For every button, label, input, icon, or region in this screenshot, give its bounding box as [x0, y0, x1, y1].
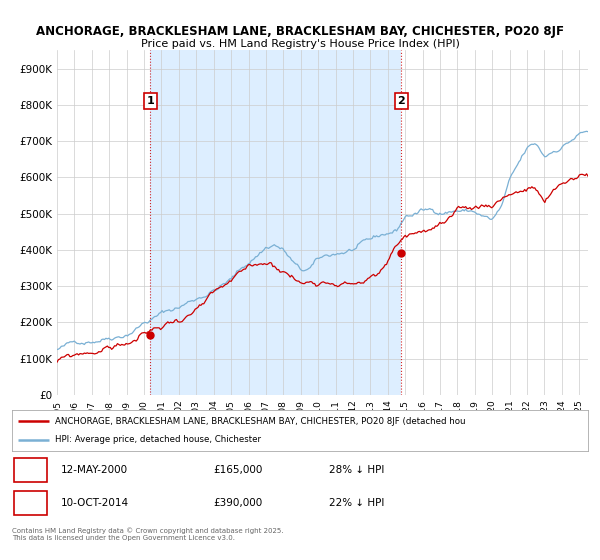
FancyBboxPatch shape: [14, 458, 47, 482]
Text: 2: 2: [27, 498, 34, 508]
Bar: [151, 50, 401, 395]
Text: 28% ↓ HPI: 28% ↓ HPI: [329, 465, 384, 475]
Text: 12-MAY-2000: 12-MAY-2000: [61, 465, 128, 475]
Text: Contains HM Land Registry data © Crown copyright and database right 2025.
This d: Contains HM Land Registry data © Crown c…: [12, 528, 284, 541]
Text: 1: 1: [27, 465, 34, 475]
Text: Price paid vs. HM Land Registry's House Price Index (HPI): Price paid vs. HM Land Registry's House …: [140, 39, 460, 49]
Text: 22% ↓ HPI: 22% ↓ HPI: [329, 498, 384, 508]
Text: £390,000: £390,000: [214, 498, 263, 508]
Text: ANCHORAGE, BRACKLESHAM LANE, BRACKLESHAM BAY, CHICHESTER, PO20 8JF (detached hou: ANCHORAGE, BRACKLESHAM LANE, BRACKLESHAM…: [55, 417, 466, 426]
Text: ANCHORAGE, BRACKLESHAM LANE, BRACKLESHAM BAY, CHICHESTER, PO20 8JF: ANCHORAGE, BRACKLESHAM LANE, BRACKLESHAM…: [36, 25, 564, 39]
Text: £165,000: £165,000: [214, 465, 263, 475]
Text: 1: 1: [146, 96, 154, 106]
Text: HPI: Average price, detached house, Chichester: HPI: Average price, detached house, Chic…: [55, 436, 261, 445]
Text: 2: 2: [397, 96, 405, 106]
FancyBboxPatch shape: [14, 491, 47, 515]
Text: 10-OCT-2014: 10-OCT-2014: [61, 498, 129, 508]
